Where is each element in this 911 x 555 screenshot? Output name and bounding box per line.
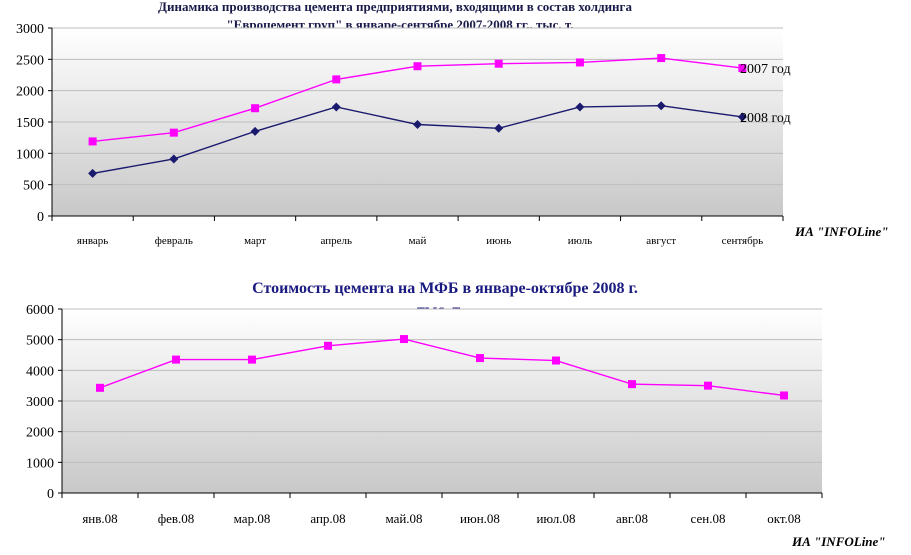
chart1-x-tick-label: июль [568, 235, 592, 247]
chart1-series-1-point [169, 154, 179, 164]
chart2-x-tick-label: мар.08 [234, 511, 271, 526]
chart2-x-tick-label: окт.08 [767, 511, 801, 526]
chart1-series-0-point [657, 54, 666, 63]
chart2-x-tick-label: янв.08 [82, 511, 117, 526]
chart1-series-1-point [737, 112, 747, 122]
chart2-series-0-point [628, 380, 636, 389]
chart2-series-0-point [552, 356, 560, 365]
chart1-y-tick-label: 0 [37, 210, 44, 225]
chart1-series-1-point [656, 101, 666, 111]
chart1-series-0-point [575, 58, 584, 67]
chart1-x-tick-label: сентябрь [722, 235, 764, 247]
chart1-y-tick-label: 1500 [16, 116, 44, 131]
chart2-x-tick-label: авг.08 [616, 511, 648, 526]
chart1-series-1-point [575, 102, 585, 112]
chart2-y-tick-label: 2000 [26, 426, 54, 441]
chart2-x-tick-label: июл.08 [536, 511, 575, 526]
chart2-y-tick-label: 0 [47, 487, 54, 502]
chart2-y-tick-label: 1000 [26, 456, 54, 471]
chart1-x-tick-label: май [409, 235, 427, 247]
chart1-y-tick-label: 2000 [16, 85, 44, 100]
chart2-series-0-point [324, 341, 332, 350]
chart2-y-tick-label: 5000 [26, 334, 54, 349]
chart2-x-tick-label: апр.08 [310, 511, 345, 526]
chart2-title-line1: Стоимость цемента на МФБ в январе-октябр… [252, 280, 638, 297]
chart2-y-tick-label: 4000 [26, 364, 54, 379]
chart2-series-0-point [780, 391, 788, 400]
chart1-y-tick-label: 500 [23, 179, 44, 194]
chart2-x-tick-label: фев.08 [158, 511, 195, 526]
chart2-series-0-point [400, 335, 408, 344]
chart1-x-tick-label: февраль [155, 235, 193, 247]
chart1-series-0-point [251, 104, 260, 113]
chart1-x-tick-label: апрель [321, 235, 353, 247]
chart2-x-tick-label: сен.08 [691, 511, 726, 526]
chart1-series-1-point [88, 168, 98, 178]
chart1-y-tick-label: 2500 [16, 53, 44, 68]
chart1-x-tick-label: август [646, 235, 676, 247]
chart1-series-label-0: 2007 год [740, 62, 791, 77]
chart2-series-0-point [704, 381, 712, 390]
chart1-y-tick-label: 3000 [16, 22, 44, 37]
chart1-series-1-point [494, 123, 504, 133]
chart1-y-tick-label: 1000 [16, 147, 44, 162]
chart1-x-tick-label: январь [77, 235, 108, 247]
chart2-series-0-point [172, 355, 180, 364]
chart1-series-1-point [250, 126, 260, 136]
chart1-source: ИА "INFOLine" [795, 224, 889, 239]
chart1-series-0-point [413, 62, 422, 71]
chart2-source: ИА "INFOLine" [792, 534, 886, 549]
chart1-series-1-point [331, 102, 341, 112]
chart2-series-line-0 [99, 338, 785, 397]
chart2-x-tick-label: май.08 [385, 511, 422, 526]
chart1-series-0-point [88, 137, 97, 146]
chart2-series-0-point [96, 383, 104, 392]
chart2-series-0-point [248, 355, 256, 364]
chart1-series-label-1: 2008 год [740, 111, 791, 126]
chart1-title-line1: Динамика производства цемента предприяти… [158, 0, 632, 14]
chart1-series-0-point [169, 128, 178, 137]
chart2-x-tick-label: июн.08 [460, 511, 500, 526]
chart2-y-tick-label: 3000 [26, 395, 54, 410]
chart1-series-0-point [738, 64, 747, 73]
chart1-series-0-point [494, 59, 503, 68]
chart1-x-tick-label: март [244, 235, 266, 247]
chart2-series-0-point [476, 354, 484, 363]
chart1-series-0-point [332, 75, 341, 84]
chart2-y-tick-label: 6000 [26, 303, 54, 318]
chart1-x-tick-label: июнь [486, 235, 511, 247]
chart1-series-1-point [413, 120, 422, 130]
